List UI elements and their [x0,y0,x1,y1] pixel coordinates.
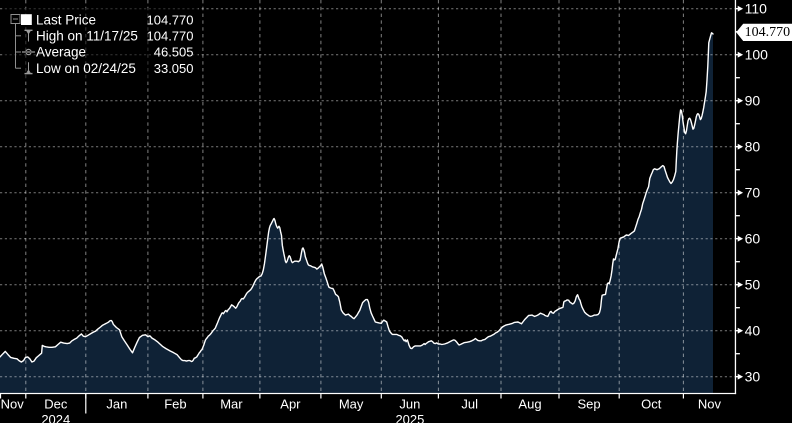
svg-text:60: 60 [745,231,761,247]
svg-text:30: 30 [745,369,761,385]
svg-text:Feb: Feb [164,396,186,411]
svg-text:90: 90 [745,93,761,109]
svg-text:70: 70 [745,185,761,201]
svg-text:2024: 2024 [41,412,70,423]
svg-text:110: 110 [745,1,768,17]
svg-text:High on 11/17/25: High on 11/17/25 [36,29,138,44]
svg-text:Sep: Sep [578,396,601,411]
svg-text:Oct: Oct [641,396,662,411]
svg-text:46.505: 46.505 [154,45,194,60]
svg-text:Nov: Nov [1,396,25,411]
svg-text:May: May [339,396,364,411]
svg-text:Last Price: Last Price [36,13,96,28]
svg-text:Aug: Aug [518,396,541,411]
svg-text:100: 100 [745,47,769,63]
svg-text:Low on 02/24/25: Low on 02/24/25 [36,61,136,76]
svg-text:Average: Average [36,45,86,60]
svg-text:Jan: Jan [106,396,127,411]
svg-text:104.770: 104.770 [745,25,791,40]
svg-text:Nov: Nov [698,396,722,411]
svg-text:Apr: Apr [280,396,301,411]
svg-text:Jun: Jun [399,396,420,411]
svg-text:Dec: Dec [44,396,68,411]
svg-text:40: 40 [745,323,761,339]
svg-text:80: 80 [745,139,761,155]
svg-text:50: 50 [745,277,761,293]
svg-text:104.770: 104.770 [147,29,194,44]
svg-text:2025: 2025 [395,412,424,423]
svg-text:33.050: 33.050 [154,61,194,76]
svg-text:Mar: Mar [220,396,243,411]
svg-text:104.770: 104.770 [147,13,194,28]
svg-text:Jul: Jul [461,396,478,411]
